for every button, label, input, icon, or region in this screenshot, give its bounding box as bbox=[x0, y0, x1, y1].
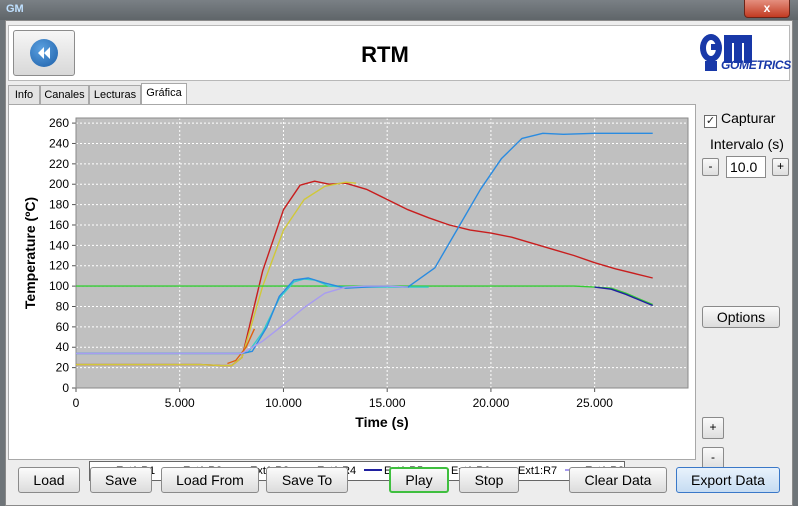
y-tick-label: 260 bbox=[49, 116, 69, 130]
plot-area bbox=[76, 118, 688, 388]
interval-decrement-button[interactable]: - bbox=[702, 158, 719, 176]
chart-panel: 0 20 40 60 80 100 120 140 160 180 200 220 240 260 0 5.0… bbox=[8, 104, 696, 481]
y-tick-label: 20 bbox=[56, 361, 70, 375]
x-tick-label: 0 bbox=[73, 396, 80, 410]
y-tick-label: 220 bbox=[49, 157, 69, 171]
capture-label: Capturar bbox=[721, 110, 776, 126]
y-tick-label: 60 bbox=[56, 320, 70, 334]
interval-label: Intervalo (s) bbox=[710, 136, 784, 152]
capture-row[interactable]: ✓ Capturar bbox=[704, 110, 775, 128]
plot-border bbox=[75, 117, 689, 389]
window-titlebar: GM x bbox=[0, 0, 798, 20]
y-tick-label: 80 bbox=[56, 299, 70, 313]
stop-button[interactable]: Stop bbox=[459, 467, 519, 493]
tab-grafica[interactable]: Gráfica bbox=[141, 83, 187, 105]
save-button[interactable]: Save bbox=[90, 467, 152, 493]
y-tick-label: 140 bbox=[49, 238, 69, 252]
x-tick-label: 5.000 bbox=[165, 396, 195, 410]
tab-info[interactable]: Info bbox=[8, 85, 40, 104]
load-from-button[interactable]: Load From bbox=[161, 467, 259, 493]
x-axis-label: Time (s) bbox=[355, 414, 408, 430]
zoom-out-button[interactable]: - bbox=[702, 447, 724, 469]
save-to-button[interactable]: Save To bbox=[266, 467, 348, 493]
capture-checkbox[interactable]: ✓ bbox=[704, 115, 717, 128]
legend-swatch bbox=[364, 469, 382, 471]
x-tick-label: 15.000 bbox=[369, 396, 406, 410]
zoom-in-button[interactable]: + bbox=[702, 417, 724, 439]
tab-canales[interactable]: Canales bbox=[40, 85, 89, 104]
temperature-chart: 0 20 40 60 80 100 120 140 160 180 200 220 240 260 0 5.0… bbox=[22, 116, 689, 430]
y-tick-label: 200 bbox=[49, 177, 69, 191]
y-tick-label: 120 bbox=[49, 259, 69, 273]
right-sidebar: ✓ Capturar Intervalo (s) - 10.0 + Options… bbox=[698, 104, 792, 469]
logo-text: GOMETRICS bbox=[721, 58, 791, 72]
header-bar: RTM GOMETRICS bbox=[8, 25, 791, 81]
close-button[interactable]: x bbox=[744, 0, 790, 18]
tab-lecturas[interactable]: Lecturas bbox=[89, 85, 141, 104]
interval-input[interactable]: 10.0 bbox=[726, 156, 766, 178]
y-tick-label: 100 bbox=[49, 279, 69, 293]
x-tick-label: 25.000 bbox=[576, 396, 613, 410]
app-window: RTM GOMETRICS Info Canales Lecturas Gráf… bbox=[5, 20, 793, 506]
legend-label: Ext1:R7 bbox=[518, 465, 558, 477]
interval-increment-button[interactable]: + bbox=[772, 158, 789, 176]
y-tick-label: 0 bbox=[62, 381, 69, 395]
page-title: RTM bbox=[361, 42, 409, 67]
series-line-ext1-r5 bbox=[594, 286, 653, 307]
play-button[interactable]: Play bbox=[389, 467, 449, 493]
series-line-ext1-r1 bbox=[76, 180, 653, 367]
clear-data-button[interactable]: Clear Data bbox=[569, 467, 667, 493]
app-icon: GM bbox=[6, 3, 24, 15]
gometrics-logo: GOMETRICS bbox=[697, 30, 791, 80]
logo-mark-icon bbox=[700, 34, 752, 71]
x-tick-label: 20.000 bbox=[473, 396, 510, 410]
y-tick-label: 180 bbox=[49, 198, 69, 212]
load-button[interactable]: Load bbox=[18, 467, 80, 493]
y-tick-label: 240 bbox=[49, 136, 69, 150]
back-arrow-icon bbox=[30, 39, 58, 67]
x-tick-label: 10.000 bbox=[265, 396, 302, 410]
back-button[interactable] bbox=[13, 30, 75, 76]
y-tick-label: 160 bbox=[49, 218, 69, 232]
export-data-button[interactable]: Export Data bbox=[676, 467, 780, 493]
options-button[interactable]: Options bbox=[702, 306, 780, 328]
y-axis-label: Temperature (ºC) bbox=[22, 197, 38, 309]
y-tick-label: 40 bbox=[56, 340, 70, 354]
series-line-ext1-r8 bbox=[76, 285, 408, 355]
